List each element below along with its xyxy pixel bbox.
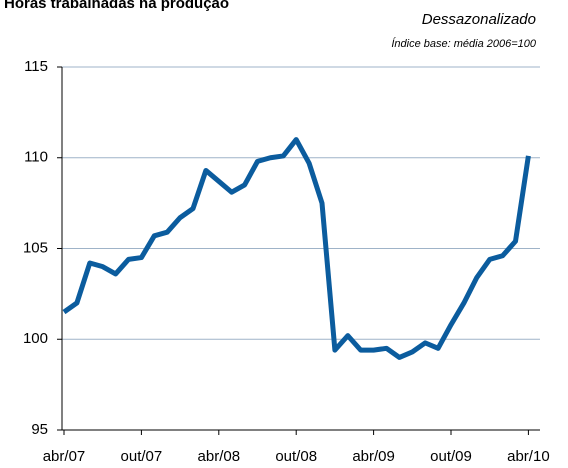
y-tick-label: 105 bbox=[23, 239, 48, 256]
x-tick-label: abr/07 bbox=[43, 448, 86, 465]
y-tick-label: 115 bbox=[24, 58, 48, 75]
chart-title: Horas trabalhadas na produção bbox=[4, 0, 229, 12]
y-tick-label: 100 bbox=[23, 330, 48, 347]
x-tick-label: abr/08 bbox=[198, 448, 241, 465]
x-tick-label: out/09 bbox=[430, 448, 472, 465]
chart-note: Índice base: média 2006=100 bbox=[391, 37, 537, 50]
x-tick-label: out/08 bbox=[275, 448, 317, 465]
y-tick-label: 110 bbox=[24, 149, 48, 166]
x-tick-label: abr/10 bbox=[507, 448, 550, 465]
y-tick-label: 95 bbox=[31, 421, 48, 438]
data-line bbox=[62, 137, 531, 360]
chart-subtitle: Dessazonalizado bbox=[422, 11, 536, 28]
x-tick-label: abr/09 bbox=[352, 448, 395, 465]
x-tick-label: out/07 bbox=[121, 448, 163, 465]
